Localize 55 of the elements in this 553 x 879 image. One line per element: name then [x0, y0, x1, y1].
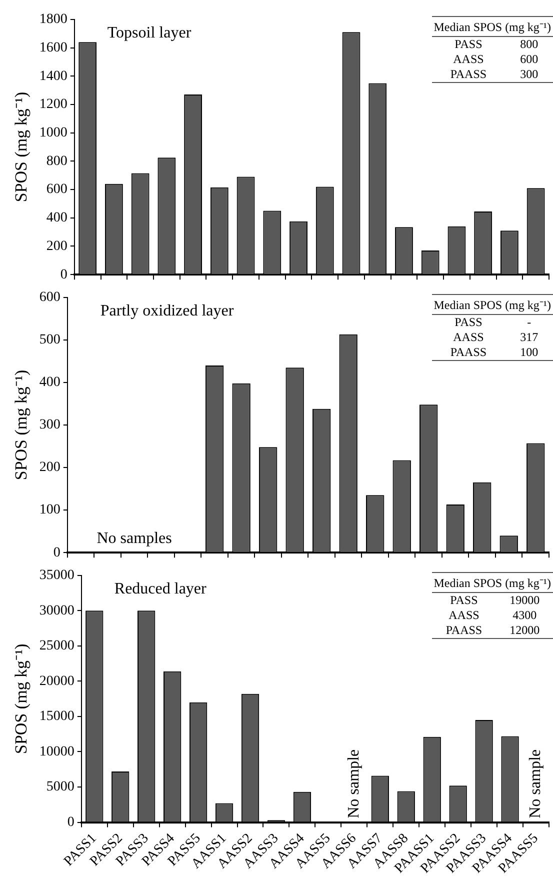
y-tick-label: 5000: [46, 780, 74, 795]
y-tick-label: 1400: [39, 68, 68, 84]
annotation: AASS: [448, 608, 480, 623]
y-tick-label: 0: [67, 814, 74, 830]
y-tick-label: 200: [46, 238, 68, 254]
annotation: No sample: [527, 749, 544, 818]
y-tick-label: 200: [39, 460, 60, 476]
y-tick-label: 400: [39, 375, 60, 390]
y-tick-label: 500: [39, 332, 60, 348]
y-tick-label: 10000: [39, 744, 74, 760]
y-tick-label: 600: [39, 290, 60, 306]
annotation: Median SPOS (mg kg⁻¹): [432, 572, 553, 592]
y-tick-label: 0: [53, 545, 60, 560]
y-tick-label: 1000: [39, 125, 68, 140]
annotation: PASS: [454, 314, 484, 330]
annotation: 4300: [512, 608, 538, 623]
y-tick-label: 800: [46, 154, 68, 169]
annotation: Median SPOS (mg kg⁻¹): [432, 16, 553, 36]
y-axis-title: SPOS (mg kg⁻¹): [12, 370, 31, 480]
annotation: No sample: [345, 749, 362, 818]
annotation: PAASS: [449, 67, 488, 82]
annotation: 19000: [508, 592, 541, 608]
annotation: AASS: [452, 52, 485, 67]
y-tick-label: 1600: [39, 40, 68, 56]
y-tick-label: 400: [46, 210, 68, 226]
annotation: PASS: [454, 36, 484, 52]
y-tick-label: 25000: [39, 638, 74, 654]
y-tick-label: 20000: [39, 674, 74, 689]
annotation: 600: [519, 52, 540, 67]
annotation: Median SPOS (mg kg⁻¹): [432, 294, 553, 314]
annotation: 317: [519, 330, 540, 345]
annotation: 100: [519, 345, 540, 360]
annotation: No samples: [96, 530, 172, 547]
annotation: PASS: [449, 592, 479, 608]
y-tick-label: 30000: [39, 603, 74, 618]
y-tick-label: 600: [46, 182, 68, 198]
chart-title: Topsoil layer: [107, 24, 192, 42]
annotation: PAASS: [449, 345, 488, 360]
y-tick-label: 100: [39, 502, 60, 518]
chart-title: Reduced layer: [114, 580, 208, 598]
y-tick-label: 1800: [39, 12, 68, 28]
annotation: 800: [519, 36, 540, 52]
annotation: 12000: [508, 623, 541, 638]
y-tick-label: 15000: [39, 709, 74, 724]
y-tick-label: 1200: [39, 97, 68, 112]
y-tick-label: 35000: [39, 568, 74, 584]
annotation: PAASS: [444, 623, 484, 638]
y-axis-title: SPOS (mg kg⁻¹): [12, 644, 31, 754]
chart-title: Partly oxidized layer: [100, 302, 234, 320]
y-tick-label: 300: [39, 418, 60, 433]
annotation: 300: [519, 67, 540, 82]
annotation: AASS: [452, 330, 485, 345]
y-axis-title: SPOS (mg kg⁻¹): [12, 92, 31, 202]
y-tick-label: 0: [60, 267, 68, 282]
annotation: -: [526, 314, 532, 330]
